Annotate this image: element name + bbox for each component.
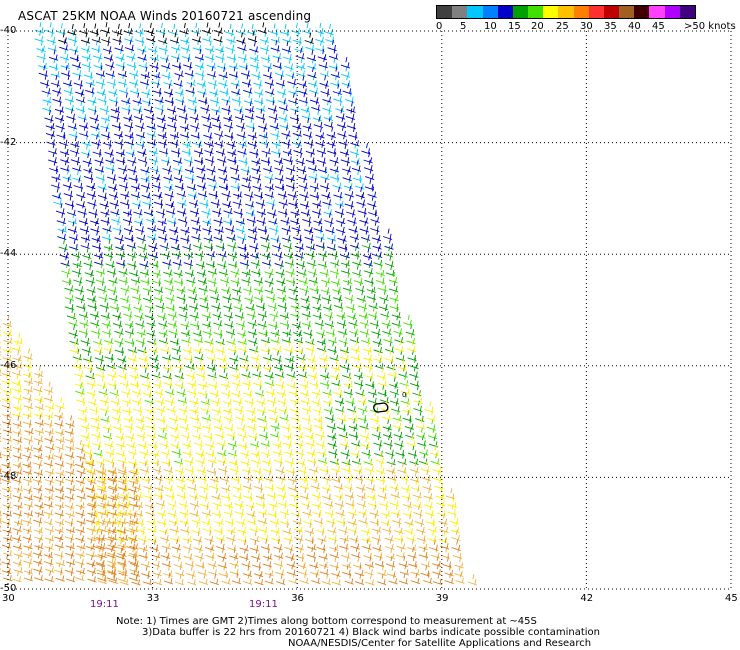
colorbar-swatch xyxy=(437,6,453,18)
lat-label: -42 xyxy=(0,136,17,148)
lon-label: 33 xyxy=(146,593,160,604)
lat-label: -50 xyxy=(0,583,17,594)
wind-barb-group xyxy=(34,22,365,242)
lon-label: 36 xyxy=(291,593,304,604)
lon-label: 30 xyxy=(2,593,15,604)
colorbar-label: 20 xyxy=(531,21,544,32)
wind-barb-group xyxy=(38,39,394,268)
colorbar-labels: 0 5 10 15 20 25 30 35 40 45 >50 knots xyxy=(430,21,740,35)
lon-label: 45 xyxy=(725,593,738,604)
ice-contour: 0 xyxy=(373,391,406,413)
wind-barb-group xyxy=(58,22,314,44)
colorbar-label: 30 xyxy=(580,21,593,32)
note-line-1: Note: 1) Times are GMT 2)Times along bot… xyxy=(116,616,537,627)
time-label-2: 19:11 xyxy=(249,599,278,610)
wind-barb-group xyxy=(61,263,440,466)
time-label-1: 19:11 xyxy=(90,599,119,610)
map-frame xyxy=(7,30,732,590)
colorbar-swatch xyxy=(528,6,544,18)
colorbar-label: 25 xyxy=(556,21,569,32)
wind-barb-group xyxy=(0,315,478,586)
wind-barb-group xyxy=(0,313,460,543)
colorbar-swatch xyxy=(497,6,513,18)
wind-barb-group xyxy=(58,237,439,466)
note-line-3: NOAA/NESDIS/Center for Satellite Applica… xyxy=(288,638,592,649)
colorbar-swatch xyxy=(649,6,665,18)
wind-barbs-layer xyxy=(0,22,478,586)
lat-lon-grid xyxy=(8,31,731,589)
colorbar-label: 40 xyxy=(628,21,641,32)
colorbar-label: 5 xyxy=(460,21,467,32)
lat-label: -40 xyxy=(0,25,17,36)
lat-label: -44 xyxy=(0,248,17,260)
colorbar-swatch xyxy=(664,6,680,18)
wind-speed-colorbar xyxy=(436,5,696,19)
lat-label: -48 xyxy=(0,471,17,483)
colorbar-swatch xyxy=(482,6,498,18)
colorbar-swatch xyxy=(603,6,620,18)
colorbar-swatch xyxy=(452,6,468,18)
colorbar-swatch xyxy=(467,6,483,18)
colorbar-swatch xyxy=(588,6,604,18)
colorbar-label: 35 xyxy=(604,21,617,32)
lat-label: -46 xyxy=(0,359,17,371)
note-line-2: 3)Data buffer is 22 hrs from 20160721 4)… xyxy=(142,627,600,638)
wind-barb-group xyxy=(0,413,461,586)
colorbar-swatch xyxy=(573,6,589,18)
colorbar-label: 15 xyxy=(508,21,521,32)
colorbar-swatch xyxy=(679,6,695,18)
colorbar-swatch xyxy=(558,6,574,18)
svg-text:0: 0 xyxy=(402,391,406,399)
colorbar-label: >50 knots xyxy=(684,21,736,32)
colorbar-swatch xyxy=(543,6,559,18)
colorbar-label: 45 xyxy=(652,21,665,32)
chart-title: ASCAT 25KM NOAA Winds 20160721 ascending xyxy=(18,9,312,23)
colorbar-label: 0 xyxy=(436,21,443,32)
colorbar-swatch xyxy=(634,6,650,18)
lon-label: 42 xyxy=(580,593,594,604)
colorbar-swatch xyxy=(619,6,635,18)
lon-label: 39 xyxy=(435,593,449,604)
colorbar-swatch xyxy=(512,6,529,18)
colorbar-label: 10 xyxy=(484,21,497,32)
